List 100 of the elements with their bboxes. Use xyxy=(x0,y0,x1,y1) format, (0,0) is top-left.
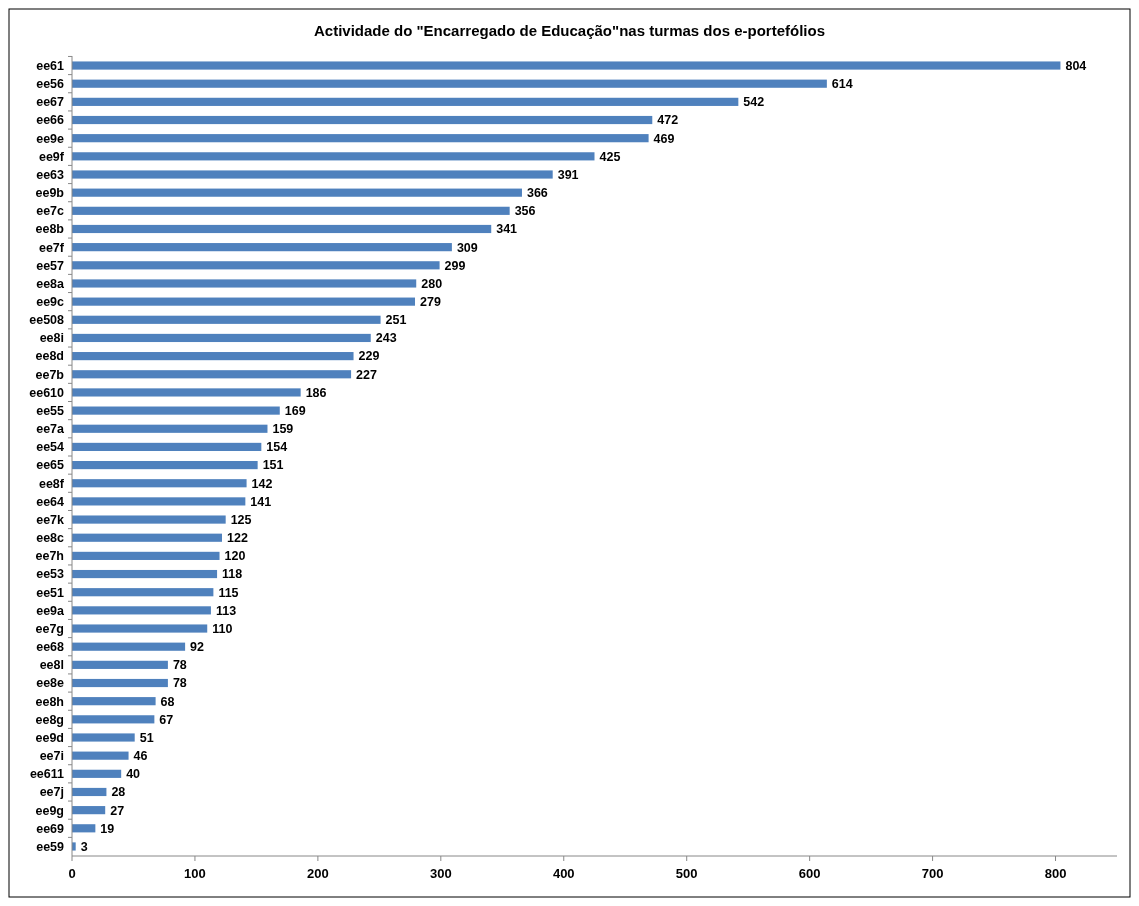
bar xyxy=(72,606,211,615)
y-tick-label: ee55 xyxy=(36,403,65,418)
data-label: 251 xyxy=(385,313,407,328)
bar xyxy=(72,733,135,742)
data-label: 366 xyxy=(526,186,548,201)
data-label: 227 xyxy=(356,367,377,382)
y-tick-label: ee8f xyxy=(38,476,65,491)
bar xyxy=(72,824,96,833)
y-tick-label: ee56 xyxy=(36,77,65,92)
data-label: 27 xyxy=(110,803,125,818)
bar xyxy=(72,460,258,470)
y-tick-label: ee611 xyxy=(29,767,65,782)
y-tick-label: ee7c xyxy=(36,204,65,219)
y-tick-label: ee508 xyxy=(29,313,65,328)
data-label: 118 xyxy=(222,567,243,582)
data-label: 243 xyxy=(375,331,397,346)
data-label: 154 xyxy=(266,440,288,455)
bar xyxy=(72,279,417,288)
data-label: 356 xyxy=(514,204,536,219)
data-label: 120 xyxy=(224,549,246,564)
y-tick-label: ee9b xyxy=(35,186,65,201)
bar xyxy=(72,715,155,724)
y-tick-label: ee51 xyxy=(36,585,65,600)
bar xyxy=(72,261,440,270)
y-tick-label: ee9e xyxy=(36,131,65,146)
y-tick-label: ee8l xyxy=(39,658,64,673)
y-tick-label: ee66 xyxy=(36,113,65,128)
y-tick-label: ee54 xyxy=(36,440,65,455)
data-label: 804 xyxy=(1065,58,1087,73)
bar xyxy=(72,479,247,488)
y-tick-label: ee53 xyxy=(36,567,65,582)
y-tick-label: ee59 xyxy=(36,839,65,854)
data-label: 391 xyxy=(557,167,579,182)
x-tick-label: 700 xyxy=(921,866,944,881)
y-tick-label: ee7k xyxy=(36,512,65,527)
data-label: 68 xyxy=(160,694,175,709)
x-tick-label: 300 xyxy=(429,866,452,881)
bar xyxy=(72,188,522,197)
bar xyxy=(72,806,106,815)
y-tick-label: ee8i xyxy=(39,331,64,346)
bar xyxy=(72,79,827,88)
y-tick-label: ee8a xyxy=(36,276,66,291)
data-label: 110 xyxy=(212,621,233,636)
y-tick-label: ee8d xyxy=(35,349,64,364)
bar xyxy=(72,333,371,343)
bar xyxy=(72,588,214,597)
x-tick-label: 0 xyxy=(68,866,76,881)
data-label: 309 xyxy=(456,240,478,255)
y-tick-label: ee9g xyxy=(35,803,64,818)
data-label: 425 xyxy=(599,149,621,164)
bar xyxy=(72,115,653,125)
bar xyxy=(72,787,107,797)
bar xyxy=(72,678,168,688)
y-tick-label: ee8c xyxy=(36,531,65,546)
y-tick-label: ee8b xyxy=(35,222,65,237)
bar xyxy=(72,97,739,106)
data-label: 229 xyxy=(358,349,380,364)
data-label: 141 xyxy=(250,494,272,509)
y-tick-label: ee7h xyxy=(35,549,64,564)
data-label: 169 xyxy=(284,403,306,418)
chart-title: Actividade do "Encarregado de Educação"nas turmas dos e-portefólios xyxy=(313,22,826,39)
data-label: 28 xyxy=(111,785,126,800)
y-tick-label: ee7j xyxy=(39,785,64,800)
y-tick-label: ee69 xyxy=(36,821,65,836)
y-tick-label: ee64 xyxy=(36,494,65,509)
bar xyxy=(72,243,452,252)
data-label: 51 xyxy=(139,730,154,745)
bar xyxy=(72,352,354,361)
y-tick-label: ee8g xyxy=(35,712,64,727)
bar xyxy=(72,624,208,633)
bar xyxy=(72,660,168,669)
x-tick-label: 500 xyxy=(675,866,698,881)
data-label: 125 xyxy=(230,512,252,527)
bar xyxy=(72,551,220,560)
y-tick-label: ee7b xyxy=(35,367,65,382)
x-tick-label: 600 xyxy=(798,866,821,881)
bar xyxy=(72,206,510,215)
bar xyxy=(72,751,129,760)
data-label: 186 xyxy=(305,385,327,400)
data-label: 542 xyxy=(743,95,765,110)
data-label: 280 xyxy=(421,276,443,291)
y-tick-label: ee8h xyxy=(35,694,64,709)
y-tick-label: ee65 xyxy=(36,458,65,473)
data-label: 40 xyxy=(126,767,141,782)
bar xyxy=(72,134,649,143)
y-tick-label: ee9a xyxy=(36,603,66,618)
bar xyxy=(72,769,122,778)
bar xyxy=(72,842,76,851)
data-label: 341 xyxy=(496,222,518,237)
bar xyxy=(72,224,492,234)
bar xyxy=(72,642,186,651)
bar xyxy=(72,442,262,452)
y-tick-label: ee8e xyxy=(36,676,65,691)
data-label: 78 xyxy=(172,676,187,691)
y-tick-label: ee7i xyxy=(39,749,64,764)
y-tick-label: ee7a xyxy=(36,422,66,437)
data-label: 46 xyxy=(133,749,148,764)
data-label: 142 xyxy=(251,476,273,491)
bar xyxy=(72,515,226,524)
y-tick-label: ee7f xyxy=(38,240,65,255)
